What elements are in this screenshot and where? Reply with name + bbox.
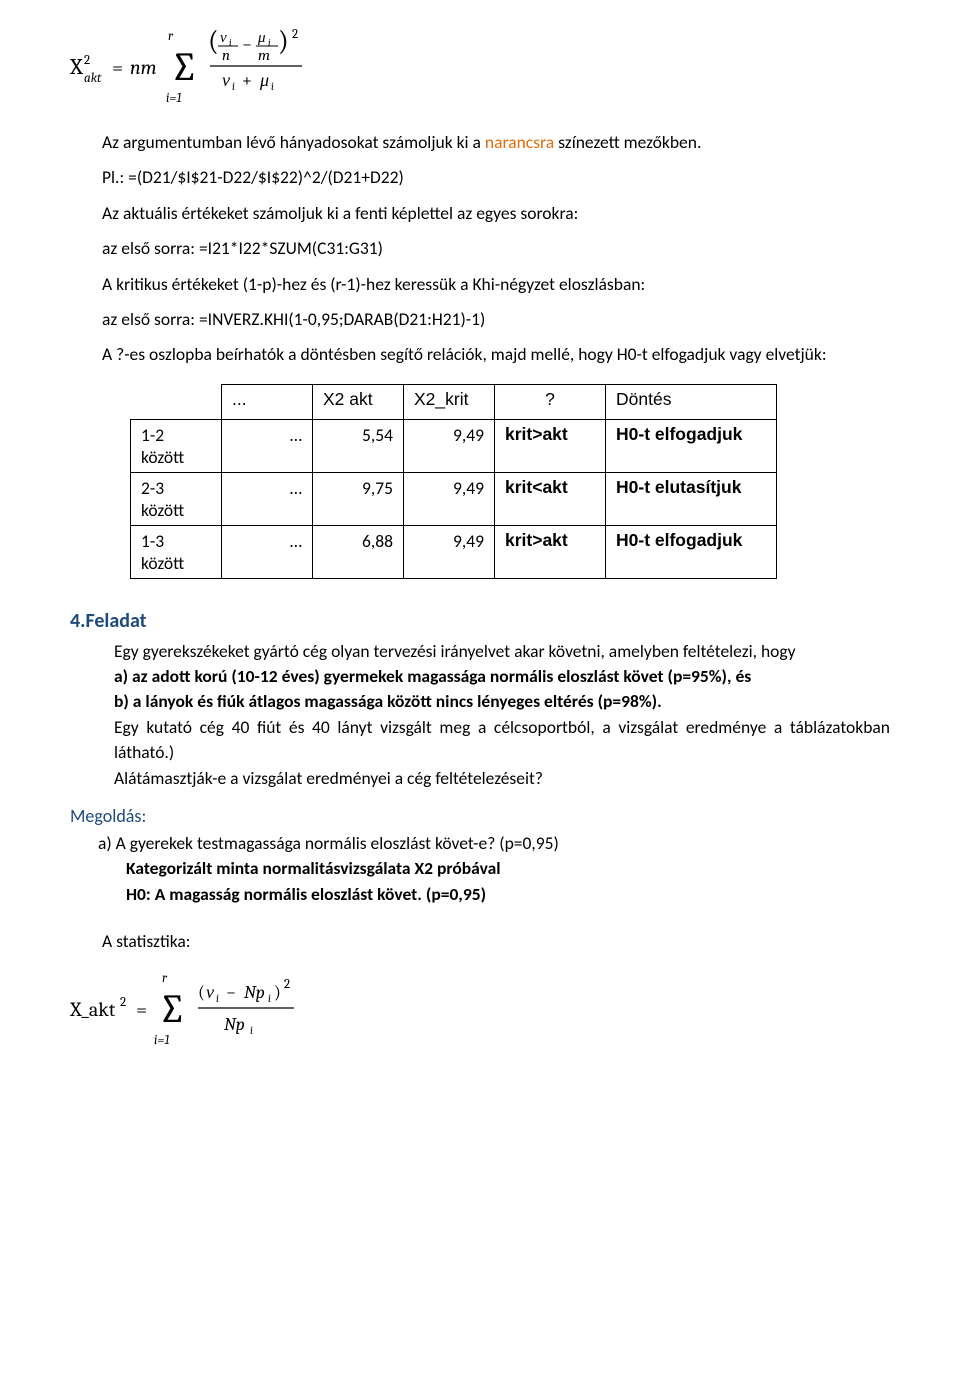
task-a: a) az adott korú (10-12 éves) gyermekek … <box>114 664 890 689</box>
svg-text:2: 2 <box>84 53 90 68</box>
para-1-pre: Az argumentumban lévő hányadosokat számo… <box>102 131 485 153</box>
row3-akt: 6,88 <box>313 525 404 578</box>
row2-krit: 9,49 <box>404 472 495 525</box>
row2-akt: 9,75 <box>313 472 404 525</box>
para-1-orange: narancsra <box>485 131 554 153</box>
task-intro: Egy gyerekszékeket gyártó cég olyan terv… <box>114 639 890 664</box>
para-7: A ?-es oszlopba beírhatók a döntésben se… <box>102 342 890 367</box>
svg-text:r: r <box>162 971 168 986</box>
task-p2: Egy kutató cég 40 fiút és 40 lányt vizsg… <box>114 715 890 766</box>
para-5: A kritikus értékeket (1-p)-hez és (r-1)-… <box>102 272 890 297</box>
row1-krit: 9,49 <box>404 419 495 472</box>
svg-text:r: r <box>168 29 174 44</box>
solution-title: Megoldás: <box>70 805 890 827</box>
para-1: Az argumentumban lévő hányadosokat számo… <box>102 130 890 155</box>
svg-text:i: i <box>250 1024 253 1037</box>
formula-bottom: X_akt 2 = ∑ r i=1 ( ν i − Np i ) 2 Np i <box>70 968 890 1054</box>
row1-rel: krit>akt <box>495 419 606 472</box>
svg-text:): ) <box>274 982 281 1003</box>
row2-dots: … <box>222 472 313 525</box>
svg-text:(: ( <box>198 982 205 1003</box>
svg-text:i: i <box>268 992 271 1005</box>
table-header-dots: ... <box>222 384 313 419</box>
svg-text:m: m <box>258 46 270 64</box>
solution-a2: Kategorizált minta normalitásvizsgálata … <box>126 856 890 881</box>
svg-text:=: = <box>112 56 123 79</box>
solution-a1: a) A gyerekek testmagassága normális elo… <box>98 831 890 856</box>
svg-text:i: i <box>271 80 274 93</box>
table-row: 1-2 között … 5,54 9,49 krit>akt H0-t elf… <box>131 419 777 472</box>
table-header-krit: X2_krit <box>404 384 495 419</box>
para-3: Az aktuális értékeket számoljuk ki a fen… <box>102 201 890 226</box>
svg-text:μ: μ <box>259 70 269 91</box>
task-b: b) a lányok és fiúk átlagos magassága kö… <box>114 689 890 714</box>
table-header-empty <box>131 384 222 419</box>
row3-label: 1-3 között <box>131 525 222 578</box>
svg-text:): ) <box>278 28 289 57</box>
para-6: az első sorra: =INVERZ.KHI(1-0,95;DARAB(… <box>102 307 890 332</box>
svg-text:(: ( <box>208 28 219 57</box>
table-row: 1-3 között … 6,88 9,49 krit>akt H0-t elf… <box>131 525 777 578</box>
document-page: X 2 akt = nm ∑ r i=1 ( ν i n − <box>0 0 960 1112</box>
para-2: Pl.: =(D21/$I$21-D22/$I$22)^2/(D21+D22) <box>102 165 890 190</box>
formula-top-svg: X 2 akt = nm ∑ r i=1 ( ν i n − <box>70 28 330 106</box>
svg-text:Np: Np <box>244 982 265 1003</box>
svg-text:ν: ν <box>220 28 227 46</box>
svg-text:2: 2 <box>292 28 298 42</box>
svg-text:2: 2 <box>120 995 126 1010</box>
task-p3: Alátámasztják-e a vizsgálat eredményei a… <box>114 766 890 791</box>
svg-text:−: − <box>242 34 252 55</box>
svg-text:X_akt: X_akt <box>70 998 116 1021</box>
svg-text:X: X <box>70 54 84 80</box>
row2-rel: krit<akt <box>495 472 606 525</box>
svg-text:=: = <box>136 998 147 1021</box>
para-4: az első sorra: =I21*I22*SZUM(C31:G31) <box>102 236 890 261</box>
svg-text:+: + <box>242 70 252 91</box>
table-header-decision: Döntés <box>606 384 777 419</box>
svg-text:−: − <box>226 982 236 1003</box>
svg-text:i: i <box>216 992 219 1005</box>
svg-text:∑: ∑ <box>170 44 198 90</box>
row3-dec: H0-t elfogadjuk <box>606 525 777 578</box>
solution-a3: H0: A magasság normális eloszlást követ.… <box>126 882 890 907</box>
row3-krit: 9,49 <box>404 525 495 578</box>
table-row: 2-3 között … 9,75 9,49 krit<akt H0-t elu… <box>131 472 777 525</box>
row1-label: 1-2 között <box>131 419 222 472</box>
row1-dec: H0-t elfogadjuk <box>606 419 777 472</box>
table-header-akt: X2 akt <box>313 384 404 419</box>
para-1-tail: színezett mezőkben. <box>554 131 701 153</box>
svg-text:i: i <box>232 80 235 93</box>
svg-text:2: 2 <box>284 977 290 992</box>
decision-table: ... X2 akt X2_krit ? Döntés 1-2 között …… <box>130 384 777 579</box>
svg-text:i=1: i=1 <box>166 91 181 106</box>
row3-dots: … <box>222 525 313 578</box>
svg-text:ν: ν <box>222 70 230 91</box>
row1-akt: 5,54 <box>313 419 404 472</box>
formula-bottom-svg: X_akt 2 = ∑ r i=1 ( ν i − Np i ) 2 Np i <box>70 968 350 1048</box>
svg-text:ν: ν <box>206 982 214 1003</box>
svg-text:μ: μ <box>257 28 266 46</box>
svg-text:Np: Np <box>224 1014 245 1035</box>
svg-text:n: n <box>222 46 230 64</box>
svg-text:i=1: i=1 <box>154 1033 169 1048</box>
row2-dec: H0-t elutasítjuk <box>606 472 777 525</box>
row3-rel: krit>akt <box>495 525 606 578</box>
row2-label: 2-3 között <box>131 472 222 525</box>
task-title: 4.Feladat <box>70 609 890 633</box>
formula-top: X 2 akt = nm ∑ r i=1 ( ν i n − <box>70 28 890 112</box>
svg-text:nm: nm <box>130 56 157 79</box>
svg-text:∑: ∑ <box>158 986 186 1032</box>
table-header-q: ? <box>495 384 606 419</box>
svg-text:akt: akt <box>84 71 102 86</box>
row1-dots: … <box>222 419 313 472</box>
table-header-row: ... X2 akt X2_krit ? Döntés <box>131 384 777 419</box>
stat-label: A statisztika: <box>102 929 890 954</box>
